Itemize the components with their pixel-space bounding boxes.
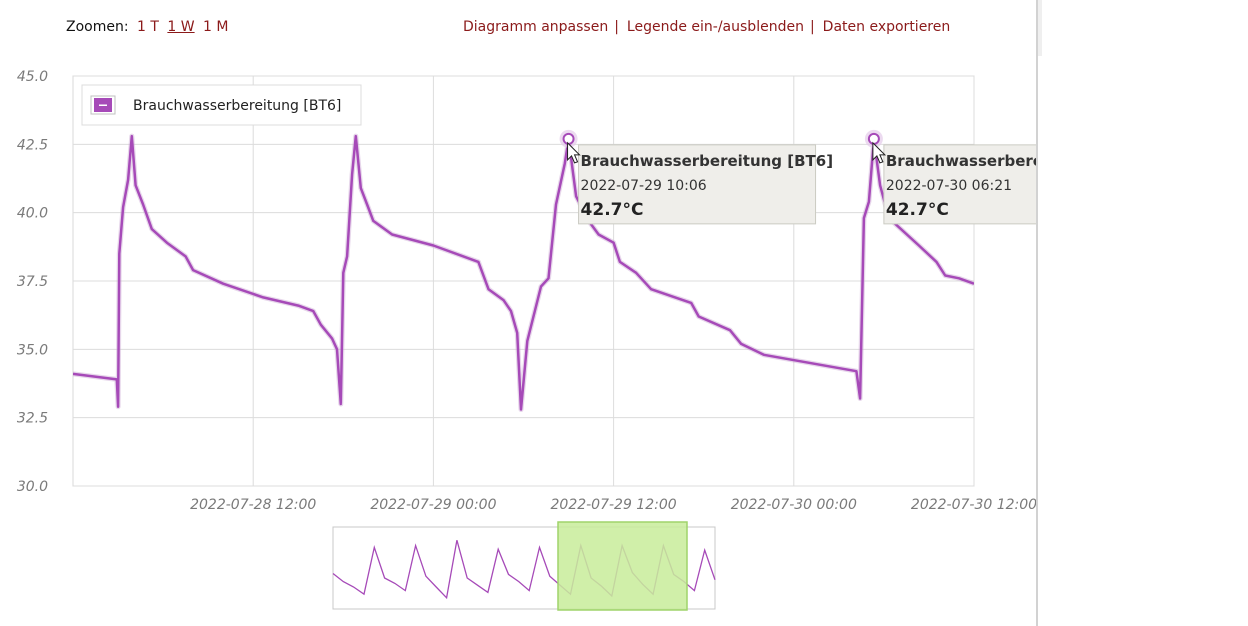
- separator: |: [614, 19, 619, 35]
- chart-grid: [72, 75, 975, 487]
- marker-group: [559, 129, 883, 148]
- navigator-selection-handle[interactable]: [557, 521, 688, 611]
- legend-swatch-minus-icon: [99, 104, 107, 106]
- zoom-toolbar: Zoomen: 1 T 1 W 1 M: [66, 19, 228, 35]
- series-line[interactable]: [73, 134, 974, 411]
- mouse-cursor-icon: [567, 141, 581, 164]
- customize-chart-link[interactable]: Diagramm anpassen: [463, 19, 609, 35]
- tooltip-box: [578, 144, 817, 225]
- y-tick-label: 32.5: [17, 411, 48, 427]
- tooltip-series-name: Brauchwasserbereitung [BT6]: [581, 152, 834, 170]
- toggle-legend-link[interactable]: Legende ein-/ausblenden: [626, 19, 804, 35]
- x-tick-label: 2022-07-28 12:00: [190, 497, 316, 513]
- tooltip-date: 2022-07-30 06:21: [886, 178, 1012, 194]
- legend[interactable]: Brauchwasserbereitung [BT6]: [81, 84, 362, 126]
- tooltip-group: Brauchwasserbereitung [BT6] 2022-07-29 10…: [567, 141, 1036, 225]
- series-group: [73, 133, 974, 412]
- tooltip-box: [883, 144, 1036, 225]
- x-axis-ticks: 2022-07-28 12:00 2022-07-29 00:00 2022-07-…: [190, 497, 1036, 513]
- y-tick-label: 40.0: [17, 206, 48, 222]
- chart-actions: Diagramm anpassen | Legende ein-/ausblende…: [463, 19, 950, 35]
- legend-label[interactable]: Brauchwasserbereitung [BT6]: [133, 98, 341, 114]
- y-tick-label: 45.0: [17, 69, 48, 85]
- x-tick-label: 2022-07-30 12:00: [911, 497, 1036, 513]
- panel-divider-shade: [1038, 0, 1042, 56]
- y-tick-label: 37.5: [17, 274, 48, 290]
- temperature-chart: 30.0 32.5 35.0 37.5 40.0 42.5 45.0 2022-07-28 …: [17, 69, 1036, 611]
- x-tick-label: 2022-07-30 00:00: [731, 497, 857, 513]
- zoom-1-day-link[interactable]: 1 T: [137, 19, 159, 35]
- y-tick-label: 30.0: [17, 479, 48, 495]
- x-tick-label: 2022-07-29 12:00: [551, 497, 677, 513]
- y-axis-ticks: 30.0 32.5 35.0 37.5 40.0 42.5 45.0: [17, 69, 48, 495]
- tooltip: Brauchwasserbereitung [BT6] 2022-07-29 10…: [567, 141, 834, 225]
- hover-marker[interactable]: [867, 132, 880, 145]
- navigator[interactable]: [332, 521, 716, 611]
- tooltip-date: 2022-07-29 10:06: [581, 178, 707, 194]
- hover-marker[interactable]: [562, 132, 575, 145]
- tooltip-series-name: Brauchwasserbereitung [BT6]: [886, 152, 1036, 170]
- panel-divider: [1036, 0, 1038, 626]
- y-tick-label: 35.0: [17, 342, 48, 358]
- legend-box: [81, 84, 362, 126]
- separator: |: [809, 19, 815, 35]
- y-tick-label: 42.5: [17, 137, 48, 153]
- x-tick-label: 2022-07-29 00:00: [370, 497, 496, 513]
- zoom-label: Zoomen:: [66, 19, 129, 35]
- export-data-link[interactable]: Daten exportieren: [822, 19, 951, 35]
- mouse-cursor-icon: [872, 141, 887, 164]
- tooltip-value: 42.7°C: [886, 200, 949, 220]
- tooltip-value: 42.7°C: [581, 200, 644, 220]
- zoom-1-month-link[interactable]: 1 M: [203, 19, 229, 35]
- tooltip: Brauchwasserbereitung [BT6] 2022-07-30 06…: [872, 141, 1036, 225]
- zoom-1-week-link[interactable]: 1 W: [167, 19, 195, 35]
